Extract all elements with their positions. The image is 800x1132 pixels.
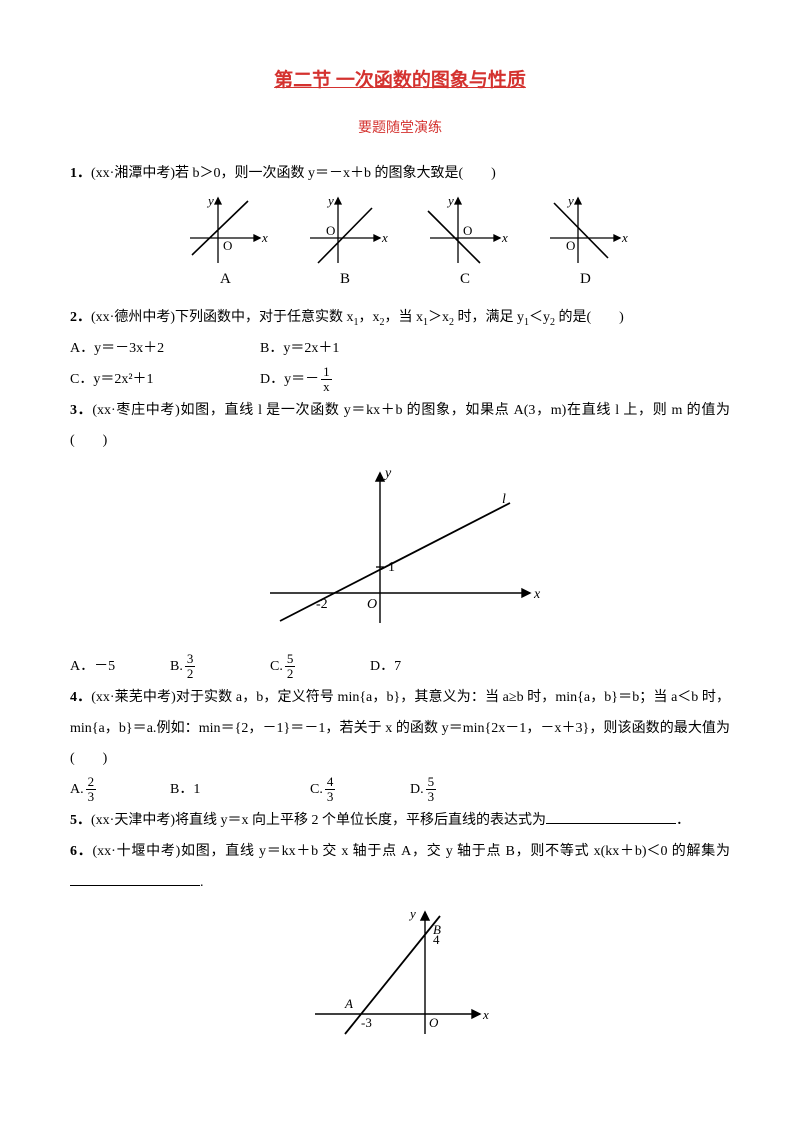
- svg-text:O: O: [326, 223, 335, 238]
- svg-text:-2: -2: [316, 597, 328, 612]
- q4-optB: B．1: [170, 775, 310, 806]
- svg-text:1: 1: [388, 560, 395, 575]
- question-6: 6．(xx·十堰中考)如图，直线 y＝kx＋b 交 x 轴于点 A，交 y 轴于…: [70, 837, 730, 899]
- svg-text:O: O: [223, 238, 232, 253]
- q2-t7: 的是( ): [555, 310, 624, 325]
- svg-text:y: y: [566, 193, 574, 208]
- q2-num: 2．: [70, 310, 91, 325]
- q1-graphs-svg: x y O A x y O B x y O C: [160, 193, 640, 288]
- q5-num: 5．: [70, 813, 91, 828]
- q3-graph: x y O l -2 1: [70, 463, 730, 646]
- q2-t2: ，x: [359, 310, 380, 325]
- svg-text:B: B: [340, 271, 350, 287]
- svg-text:y: y: [446, 193, 454, 208]
- svg-text:x: x: [381, 230, 388, 245]
- svg-text:A: A: [220, 271, 231, 287]
- q4-text: (xx·莱芜中考)对于实数 a，b，定义符号 min{a，b}，其意义为：当 a…: [70, 690, 730, 767]
- q3-optA: A．－5: [70, 652, 170, 683]
- page-title: 第二节 一次函数的图象与性质: [70, 60, 730, 102]
- q3-optD: D．7: [370, 652, 470, 683]
- q2-optA: A．y＝－3x＋2: [70, 334, 260, 365]
- svg-text:l: l: [502, 492, 506, 507]
- q3-num: 3．: [70, 403, 92, 418]
- q1-num: 1．: [70, 166, 91, 181]
- question-5: 5．(xx·天津中考)将直线 y＝x 向上平移 2 个单位长度，平移后直线的表达…: [70, 806, 730, 837]
- svg-text:D: D: [580, 271, 591, 287]
- q3-optB: B.32: [170, 652, 270, 683]
- q6-tb: .: [200, 875, 204, 890]
- q2-optD: D．y＝－1x: [260, 365, 450, 396]
- svg-text:O: O: [463, 223, 472, 238]
- svg-text:y: y: [408, 906, 416, 921]
- q2-opts-row1: A．y＝－3x＋2 B．y＝2x＋1: [70, 334, 730, 365]
- svg-text:y: y: [383, 466, 392, 481]
- q6-num: 6．: [70, 844, 93, 859]
- q6-graph: x y O A B 4 -3: [70, 904, 730, 1057]
- q4-optA: A.23: [70, 775, 170, 806]
- q4-optD: D.53: [410, 775, 510, 806]
- q2-t6: ＜y: [529, 310, 550, 325]
- question-1: 1．(xx·湘潭中考)若 b＞0，则一次函数 y＝－x＋b 的图象大致是( ): [70, 159, 730, 190]
- q2-optB: B．y＝2x＋1: [260, 334, 450, 365]
- q3-graph-svg: x y O l -2 1: [250, 463, 550, 633]
- question-4: 4．(xx·莱芜中考)对于实数 a，b，定义符号 min{a，b}，其意义为：当…: [70, 683, 730, 775]
- q2-t1: (xx·德州中考)下列函数中，对于任意实数 x: [91, 310, 354, 325]
- q3-text: (xx·枣庄中考)如图，直线 l 是一次函数 y＝kx＋b 的图象，如果点 A(…: [70, 403, 730, 449]
- q2-optC: C．y＝2x²＋1: [70, 365, 260, 396]
- q6-blank: [70, 871, 200, 886]
- q1-graph-row: x y O A x y O B x y O C: [70, 193, 730, 301]
- q6-ta: (xx·十堰中考)如图，直线 y＝kx＋b 交 x 轴于点 A，交 y 轴于点 …: [93, 844, 730, 859]
- svg-text:x: x: [533, 587, 541, 602]
- svg-text:x: x: [501, 230, 508, 245]
- svg-text:A: A: [344, 996, 353, 1011]
- q3-opts: A．－5 B.32 C.52 D．7: [70, 652, 730, 683]
- q4-optC: C.43: [310, 775, 410, 806]
- q4-num: 4．: [70, 690, 91, 705]
- q1-text: (xx·湘潭中考)若 b＞0，则一次函数 y＝－x＋b 的图象大致是( ): [91, 166, 496, 181]
- q2-t4: ＞x: [428, 310, 449, 325]
- q2-opts-row2: C．y＝2x²＋1 D．y＝－1x: [70, 365, 730, 396]
- question-2: 2．(xx·德州中考)下列函数中，对于任意实数 x1，x2，当 x1＞x2 时，…: [70, 303, 730, 334]
- page-subtitle: 要题随堂演练: [70, 114, 730, 145]
- svg-text:y: y: [326, 193, 334, 208]
- svg-text:O: O: [566, 238, 575, 253]
- q4-opts: A.23 B．1 C.43 D.53: [70, 775, 730, 806]
- svg-text:O: O: [367, 597, 377, 612]
- svg-text:x: x: [621, 230, 628, 245]
- q2-t3: ，当 x: [385, 310, 424, 325]
- question-3: 3．(xx·枣庄中考)如图，直线 l 是一次函数 y＝kx＋b 的图象，如果点 …: [70, 396, 730, 458]
- svg-text:-3: -3: [361, 1015, 372, 1030]
- svg-text:x: x: [482, 1007, 489, 1022]
- q5-blank: [546, 809, 676, 824]
- svg-text:4: 4: [433, 932, 440, 947]
- svg-text:O: O: [429, 1015, 439, 1030]
- svg-text:C: C: [460, 271, 470, 287]
- q2-t5: 时，满足 y: [454, 310, 524, 325]
- svg-text:x: x: [261, 230, 268, 245]
- q5-tb: ．: [676, 813, 690, 828]
- q5-ta: (xx·天津中考)将直线 y＝x 向上平移 2 个单位长度，平移后直线的表达式为: [91, 813, 546, 828]
- q3-optC: C.52: [270, 652, 370, 683]
- q6-graph-svg: x y O A B 4 -3: [305, 904, 495, 1044]
- svg-text:y: y: [206, 193, 214, 208]
